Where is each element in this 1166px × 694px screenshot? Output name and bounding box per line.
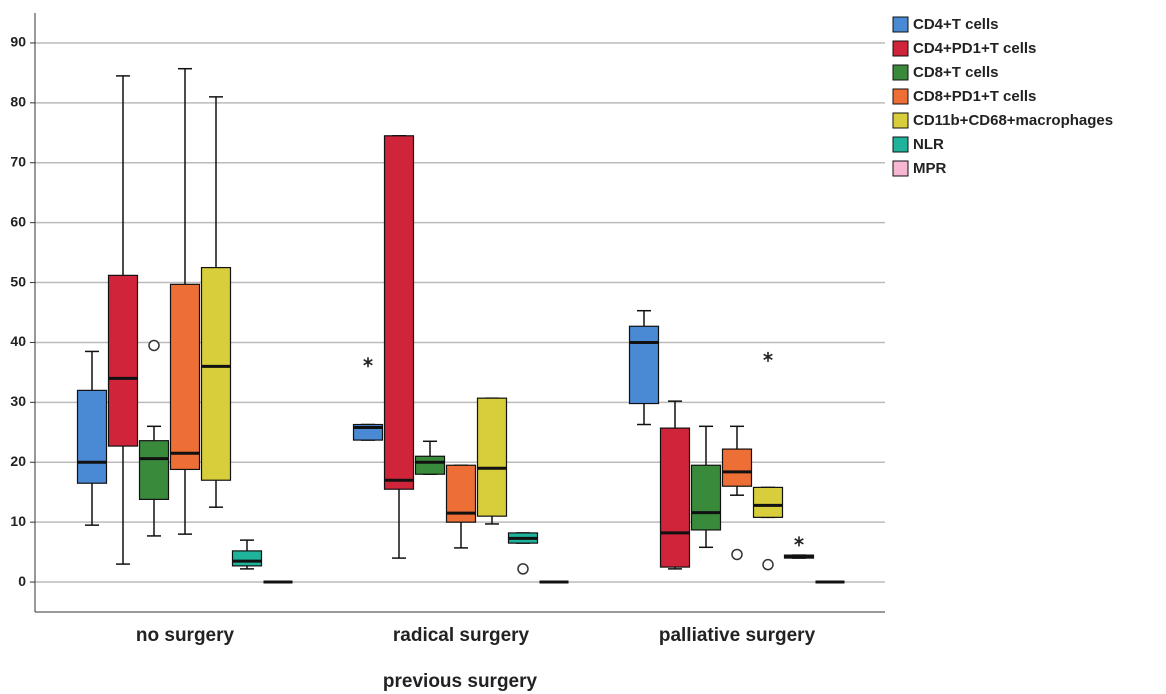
- box: [414, 455, 446, 475]
- outlier: [517, 563, 529, 575]
- y-tick-label: 10: [10, 513, 26, 529]
- box: [721, 448, 753, 487]
- legend-swatch: [892, 160, 909, 177]
- y-tick-label: 90: [10, 34, 26, 50]
- x-tick-label: palliative surgery: [659, 625, 816, 646]
- box: [628, 325, 660, 405]
- box: [659, 427, 691, 568]
- box: [169, 283, 201, 471]
- extreme: [363, 357, 373, 368]
- y-tick-label: 60: [10, 213, 26, 229]
- box: [752, 486, 784, 518]
- box: [476, 397, 508, 517]
- outlier: [148, 339, 160, 352]
- legend-label: CD8+T cells: [913, 64, 998, 81]
- extreme: [794, 536, 804, 547]
- outlier: [731, 548, 743, 561]
- box: [138, 440, 170, 500]
- legend-label: CD8+PD1+T cells: [913, 88, 1036, 105]
- legend-swatch: [892, 112, 909, 129]
- y-tick-label: 20: [10, 453, 26, 469]
- box: [107, 274, 139, 447]
- x-tick-label: no surgery: [136, 625, 235, 646]
- legend-label: MPR: [913, 160, 947, 177]
- x-axis-label: previous surgery: [383, 671, 538, 692]
- legend-swatch: [892, 88, 909, 105]
- box: [200, 266, 232, 481]
- legend-label: CD4+T cells: [913, 16, 998, 33]
- legend-label: CD11b+CD68+macrophages: [913, 112, 1113, 129]
- x-tick-label: radical surgery: [393, 625, 530, 646]
- legend-swatch: [892, 16, 909, 33]
- y-tick-label: 0: [18, 573, 26, 589]
- y-tick-label: 30: [10, 393, 26, 409]
- legend-swatch: [892, 64, 909, 81]
- outlier: [762, 558, 774, 571]
- box: [76, 389, 108, 484]
- box: [383, 135, 415, 490]
- y-tick-label: 80: [10, 94, 26, 110]
- legend-label: NLR: [913, 136, 944, 153]
- legend-label: CD4+PD1+T cells: [913, 40, 1036, 57]
- legend-swatch: [892, 40, 909, 57]
- box: [231, 550, 263, 567]
- box: [690, 464, 722, 531]
- extreme: [763, 351, 773, 362]
- y-tick-label: 70: [10, 153, 26, 169]
- y-tick-label: 40: [10, 333, 26, 349]
- legend-swatch: [892, 136, 909, 153]
- y-tick-label: 50: [10, 273, 26, 289]
